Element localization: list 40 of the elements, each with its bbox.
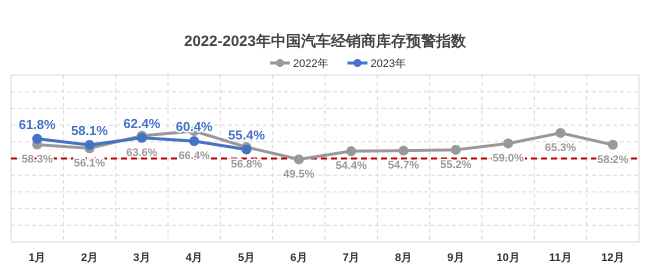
x-tick-label: 8月 <box>394 252 412 264</box>
text: 54.7% <box>388 160 420 172</box>
point <box>32 134 42 144</box>
x-tick-label: 2月 <box>80 252 98 264</box>
text: 49.5% <box>283 168 314 180</box>
point <box>346 146 356 156</box>
text: 60.4% <box>176 119 213 134</box>
x-tick-label: 1月 <box>28 252 46 264</box>
text: 58.2% <box>597 154 628 166</box>
point <box>398 146 408 156</box>
x-tick-label: 7月 <box>342 252 360 264</box>
text: 55.4% <box>228 127 265 142</box>
x-tick-label: 10月 <box>496 252 520 264</box>
x-tick-label: 11月 <box>549 252 572 264</box>
x-tick-label: 4月 <box>186 252 203 264</box>
point <box>189 136 200 146</box>
text: 58.1% <box>71 122 108 138</box>
text: 63.6% <box>126 146 158 159</box>
text: 55.2% <box>440 158 472 171</box>
x-tick-label: 3月 <box>133 252 150 264</box>
point <box>503 138 514 148</box>
text: 62.4% <box>123 116 160 131</box>
x-tick-label: 5月 <box>238 252 256 264</box>
point <box>450 144 461 155</box>
text: 56.8% <box>230 158 262 170</box>
point <box>556 128 566 138</box>
x-tick-label: 9月 <box>447 252 464 264</box>
chart-title: 2022-2023年中国汽车经销商库存预警指数 <box>184 32 467 50</box>
text: 54.4% <box>336 160 367 172</box>
text: 56.1% <box>74 157 106 170</box>
text: 66.4% <box>178 150 210 162</box>
point <box>608 140 618 150</box>
text: 61.8% <box>18 116 56 132</box>
legend-label: 2022年 <box>293 58 328 70</box>
point <box>84 140 94 150</box>
x-tick-label: 12月 <box>601 252 624 264</box>
legend-label: 2023年 <box>370 58 406 70</box>
point <box>294 154 304 164</box>
text: 65.3% <box>544 142 576 154</box>
x-tick-label: 6月 <box>290 252 308 264</box>
